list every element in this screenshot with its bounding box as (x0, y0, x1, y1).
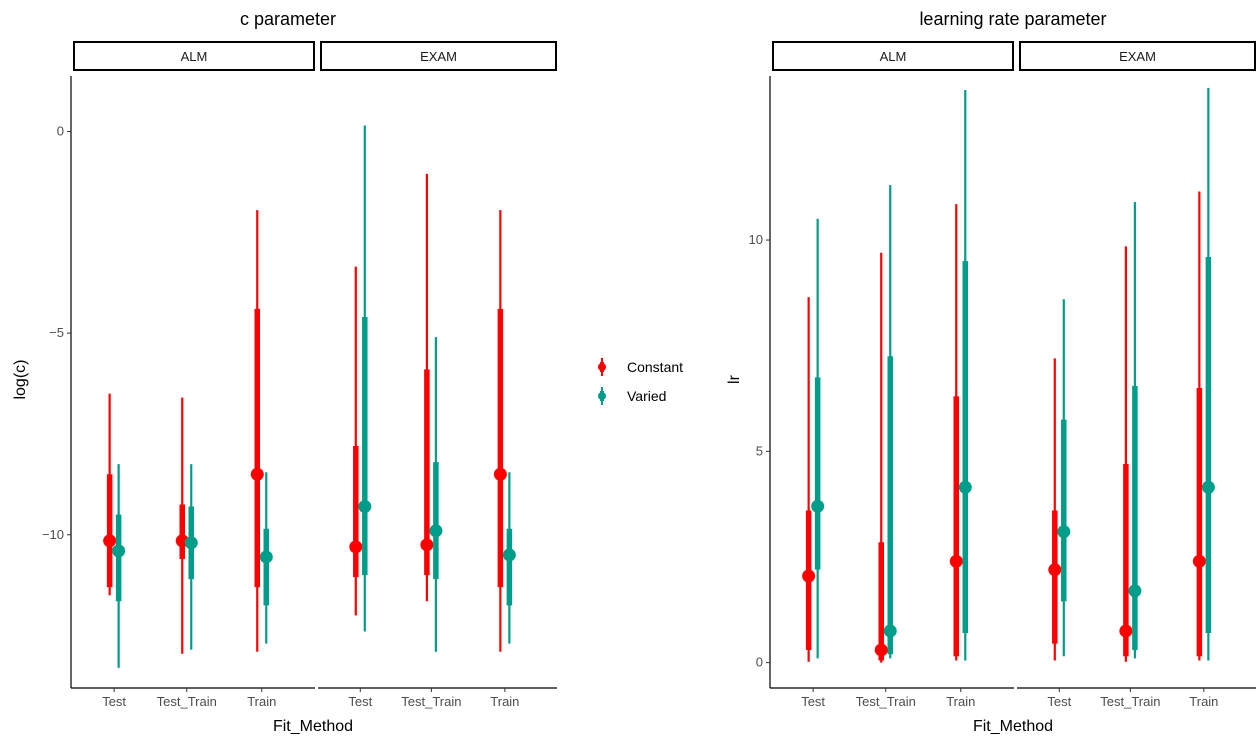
y-tick-label: 5 (756, 443, 763, 458)
facet-label: ALM (181, 49, 208, 64)
data-point (112, 544, 126, 558)
data-point (502, 548, 516, 562)
chart-0: c parameter 0 −5 −10 log(c) Fit_Method ALM Test… (12, 9, 557, 735)
x-tick-label: Test (348, 694, 372, 709)
chart-title: c parameter (240, 9, 336, 29)
y-axis-label: lr (726, 374, 743, 384)
x-axis-label: Fit_Method (273, 718, 353, 735)
data-point (949, 554, 963, 568)
data-point (874, 643, 888, 657)
legend: Constant Varied (598, 358, 683, 405)
data-point (358, 500, 372, 514)
y-tick-label: −10 (42, 527, 64, 542)
data-point (250, 467, 264, 481)
data-point (811, 499, 825, 513)
data-point (493, 467, 507, 481)
chart-title: learning rate parameter (919, 9, 1106, 29)
x-tick-label: Train (946, 694, 975, 709)
x-tick-label: Test_Train (157, 694, 217, 709)
data-point (1057, 525, 1071, 539)
data-point (1048, 563, 1062, 577)
facet-label: EXAM (420, 49, 457, 64)
x-tick-label: Test (1047, 694, 1071, 709)
data-point (1192, 554, 1206, 568)
y-tick-label: 10 (749, 232, 763, 247)
data-point (958, 480, 972, 494)
legend-key-dot (598, 392, 606, 400)
data-point (429, 524, 443, 538)
x-tick-label: Test_Train (856, 694, 916, 709)
x-tick-label: Train (247, 694, 276, 709)
data-point (883, 624, 897, 638)
data-point (420, 538, 434, 552)
legend-label: Constant (627, 359, 683, 375)
y-tick-label: 0 (57, 123, 64, 138)
facet-label: ALM (880, 49, 907, 64)
data-point (802, 569, 816, 583)
data-point (349, 540, 363, 554)
facet-strip (772, 41, 1014, 71)
y-axis-label: log(c) (12, 359, 29, 399)
x-tick-label: Train (1189, 694, 1218, 709)
data-point (1201, 480, 1215, 494)
data-point (103, 534, 117, 548)
data-point (1119, 624, 1133, 638)
x-tick-label: Test_Train (401, 694, 461, 709)
facet-label: EXAM (1119, 49, 1156, 64)
data-point (184, 536, 198, 550)
y-tick-label: 0 (756, 655, 763, 670)
x-tick-label: Test (102, 694, 126, 709)
facet-strip (320, 41, 557, 71)
data-point (259, 550, 273, 564)
chart-1: learning rate parameter 0 5 10 lr Fit_Method A… (726, 9, 1256, 735)
data-point (1128, 584, 1142, 598)
y-tick-label: −5 (49, 325, 64, 340)
legend-label: Varied (627, 388, 666, 404)
x-tick-label: Test (801, 694, 825, 709)
facet-strip (73, 41, 315, 71)
x-tick-label: Test_Train (1100, 694, 1160, 709)
x-tick-label: Train (490, 694, 519, 709)
facet-strip (1019, 41, 1256, 71)
x-axis-label: Fit_Method (973, 718, 1053, 735)
legend-key-dot (598, 363, 606, 371)
